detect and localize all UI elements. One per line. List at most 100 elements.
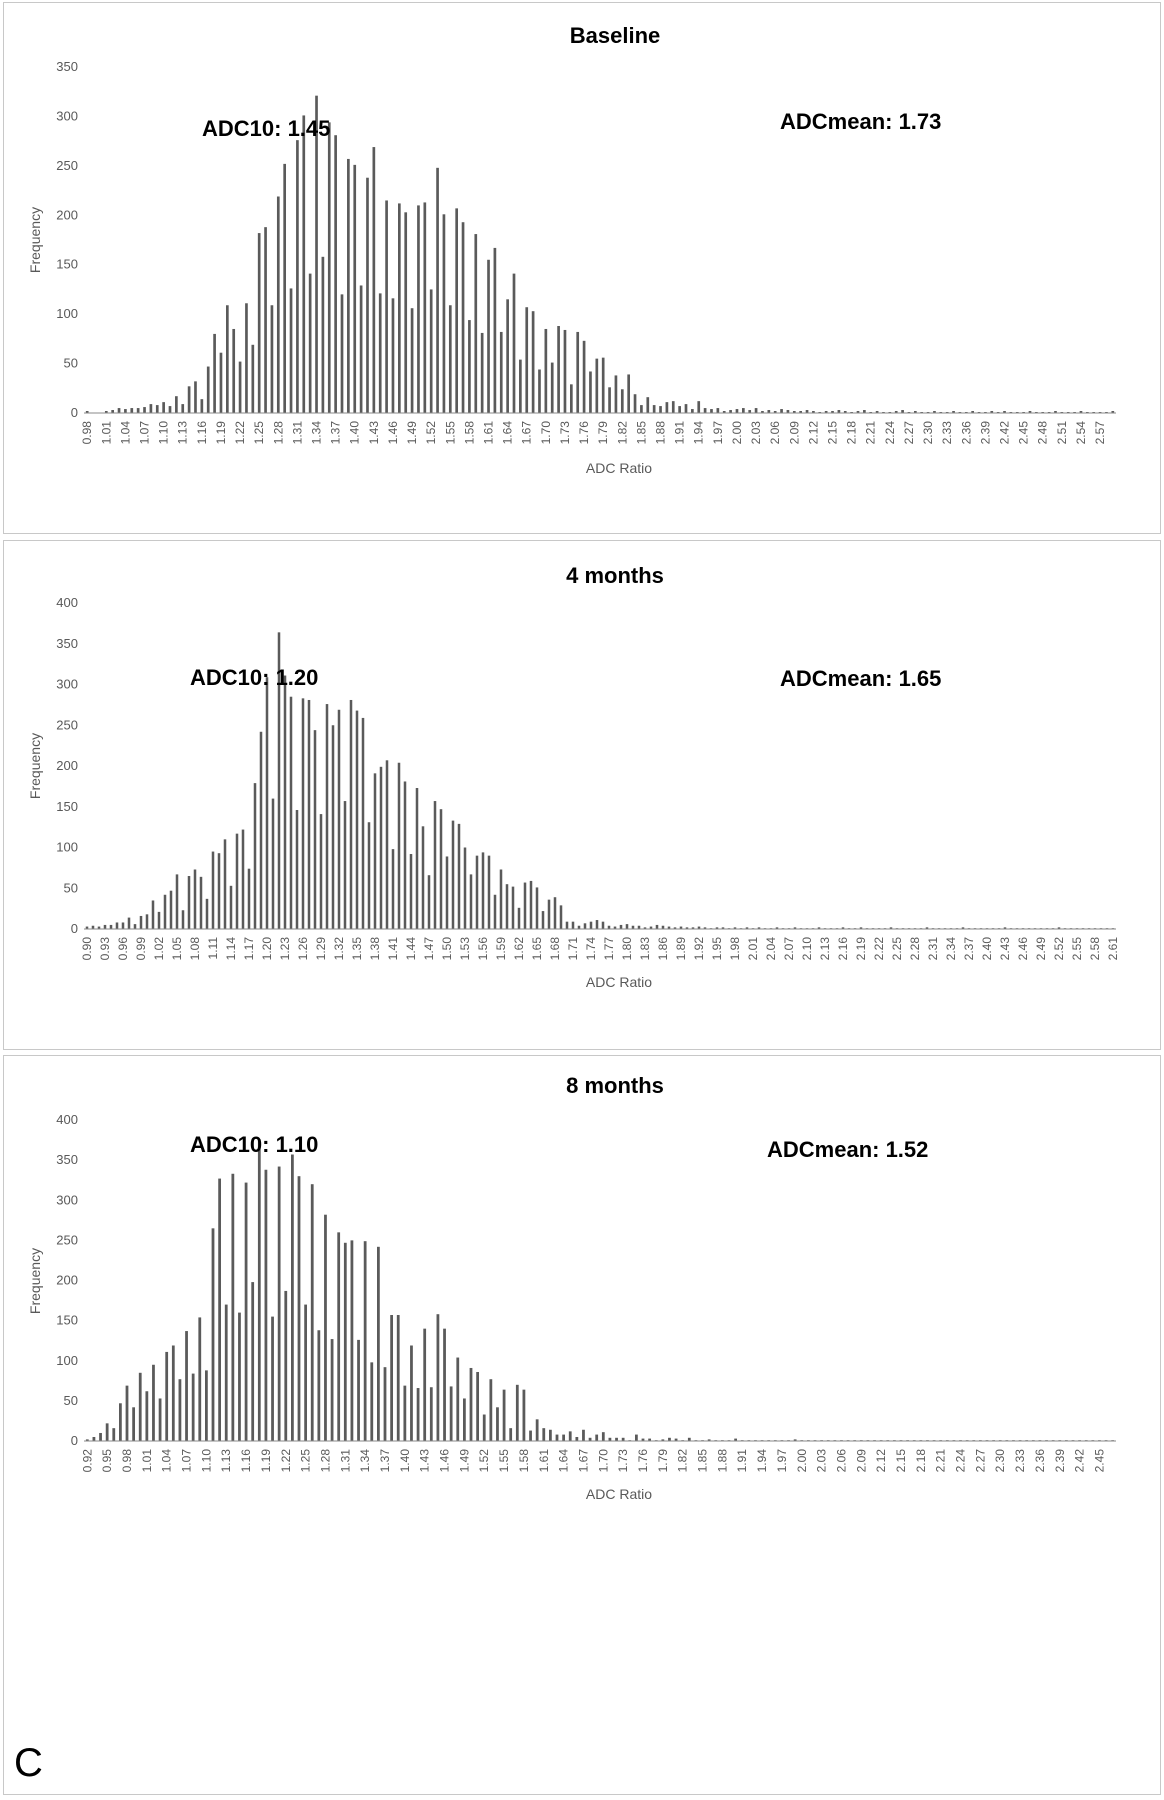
histogram-bar [130,408,134,413]
histogram-bar [933,411,936,413]
histogram-bar [443,1328,446,1441]
x-tick-label: 2.45 [1092,1449,1106,1473]
histogram-bar [531,311,535,413]
histogram-bar [541,911,545,929]
histogram-bar [205,898,209,929]
histogram-bar [235,833,239,929]
x-tick-label: 1.52 [424,421,438,445]
y-tick-label: 250 [56,717,78,732]
histogram-bar [283,163,287,413]
histogram-bar [151,900,155,929]
histogram-bar [735,409,739,413]
histogram-bar [522,1389,526,1441]
x-tick-label: 1.85 [696,1449,710,1473]
histogram-bar [199,876,203,929]
x-tick-label: 1.01 [140,1449,154,1473]
histogram-bar [674,1438,678,1441]
histogram-bar [133,924,137,929]
x-tick-label: 1.13 [219,1449,233,1473]
y-tick-label: 350 [56,59,78,74]
histogram-bar [103,924,107,929]
histogram-bar [608,387,611,413]
histogram-bar [343,1242,347,1441]
histogram-bar [570,384,573,413]
x-tick-label: 2.15 [826,421,840,445]
histogram-bar [588,1437,592,1441]
histogram-bar [673,927,677,929]
baseline-histogram: Baseline 0 50 100 150 200 250 300 350 Frequency 0.… [27,23,1116,476]
histogram-bar [171,1345,175,1441]
x-tick-label: 1.79 [656,1449,670,1473]
histogram-bar [330,1339,334,1441]
x-tick-label: 1.61 [537,1449,551,1473]
histogram-bar [722,411,726,413]
histogram-bar [251,344,255,413]
histogram-bar [691,409,694,413]
histogram-bar [793,1439,797,1441]
x-tick-label: 1.43 [367,421,381,445]
histogram-bar [325,704,329,929]
histogram-bar [257,1139,261,1441]
histogram-bar [608,1437,612,1441]
histogram-bar [136,408,140,413]
histogram-bar [457,823,461,929]
histogram-bar [557,326,560,413]
x-tick-label: 2.06 [768,421,782,445]
x-tick-label: 1.44 [404,937,418,961]
x-tick-label: 1.46 [438,1449,452,1473]
x-tick-label: 1.94 [755,1449,769,1473]
histogram-bar [436,167,439,413]
x-tick-label: 1.59 [494,937,508,961]
histogram-bar [367,822,371,929]
x-tick-label: 2.30 [921,421,935,445]
x-tick-label: 1.58 [462,421,476,445]
histogram-bar [607,925,611,929]
histogram-bar [194,381,197,413]
x-tick-label: 2.25 [890,937,904,961]
y-tick-label: 350 [56,636,78,651]
histogram-bar [614,375,618,413]
histogram-bar [218,1178,222,1441]
histogram-bar [538,369,541,413]
histogram-bar [589,371,592,413]
histogram-bar [284,1290,288,1441]
x-tick-label: 2.58 [1088,937,1102,961]
x-tick-label: 1.22 [233,421,247,445]
x-tick-label: 1.56 [476,937,490,961]
x-tick-label: 1.82 [615,421,629,445]
histogram-bar [1079,411,1083,413]
histogram-bar [132,1407,136,1441]
x-tick-label: 1.01 [99,421,113,445]
x-tick-label: 1.77 [602,937,616,961]
x-tick-label: 2.33 [1013,1449,1027,1473]
histogram-bar [843,411,847,413]
histogram-bar [775,927,779,929]
four-months-histogram: 4 months 0 50 100 150 200 250 300 350 400 Frequenc… [27,563,1120,990]
x-tick-label: 1.89 [674,937,688,961]
x-tick-label: 1.29 [314,937,328,961]
x-tick-label: 1.25 [252,421,266,445]
histogram-bar [499,331,503,413]
histogram-bar [542,1428,546,1441]
histogram-bar [562,1434,566,1441]
histogram-bar [347,158,350,413]
histogram-bar [277,632,281,929]
histogram-bar [474,234,478,413]
histogram-bar [914,411,917,413]
histogram-bar [635,1434,638,1441]
histogram-bar [317,1330,321,1441]
histogram-bar [856,411,860,413]
histogram-bar [119,1403,122,1441]
histogram-bar [841,927,845,929]
histogram-bar [213,333,216,413]
histogram-bar [404,212,408,413]
histogram-bar [277,1166,281,1441]
x-tick-label: 2.09 [787,421,801,445]
histogram-bar [175,396,178,413]
histogram-bar [589,921,593,929]
x-tick-label: 1.85 [634,421,648,445]
x-tick-label: 2.13 [818,937,832,961]
histogram-bar [391,849,395,929]
chart-title: 8 months [566,1073,664,1098]
x-tick-label: 1.16 [239,1449,253,1473]
